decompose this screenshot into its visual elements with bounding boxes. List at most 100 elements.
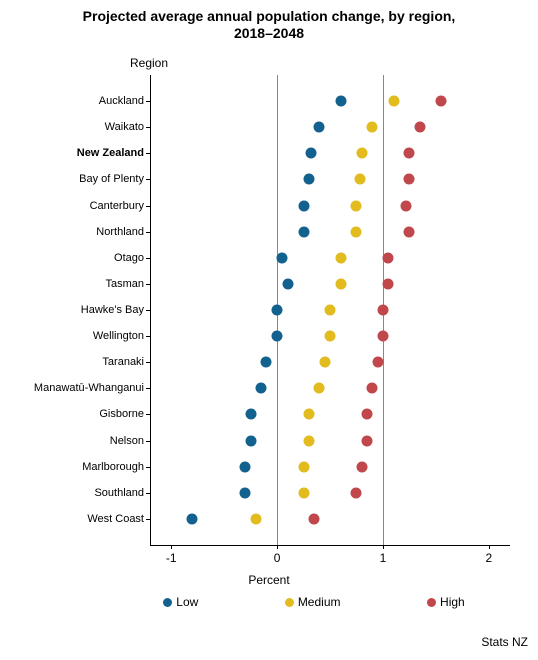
data-point [261,357,272,368]
category-label: West Coast [87,513,150,525]
y-tick-mark [146,336,150,337]
category-label: Taranaki [102,356,150,368]
x-axis-title: Percent [0,573,538,587]
data-point [362,435,373,446]
x-tick-label: -1 [166,551,177,565]
data-point [404,226,415,237]
data-point [240,487,251,498]
data-point [415,122,426,133]
data-point [305,148,316,159]
category-label: Wellington [93,330,150,342]
category-label: Waikato [105,121,150,133]
x-axis-line [150,545,510,546]
data-point [356,148,367,159]
y-tick-mark [146,493,150,494]
data-point [335,278,346,289]
data-point [277,252,288,263]
data-point [325,331,336,342]
legend-item: Medium [285,595,341,609]
y-tick-mark [146,414,150,415]
legend-label: Medium [298,595,341,609]
source-label: Stats NZ [481,635,528,649]
legend: Low Medium High [0,595,538,609]
data-point [351,226,362,237]
y-tick-mark [146,519,150,520]
data-point [367,122,378,133]
data-point [356,461,367,472]
x-tick-mark [277,545,278,549]
x-tick-label: 1 [380,551,387,565]
y-tick-mark [146,153,150,154]
data-point [298,226,309,237]
y-tick-mark [146,179,150,180]
data-point [383,278,394,289]
legend-item: High [427,595,465,609]
y-tick-mark [146,388,150,389]
data-point [272,305,283,316]
category-label: Otago [114,252,150,264]
data-point [404,148,415,159]
data-point [354,174,365,185]
data-point [377,331,388,342]
y-tick-mark [146,467,150,468]
y-tick-mark [146,310,150,311]
data-point [325,305,336,316]
data-point [303,435,314,446]
data-point [388,96,399,107]
data-point [401,200,412,211]
data-point [314,383,325,394]
data-point [298,461,309,472]
data-point [377,305,388,316]
y-tick-mark [146,441,150,442]
x-tick-mark [383,545,384,549]
x-tick-mark [489,545,490,549]
y-tick-mark [146,284,150,285]
category-label: New Zealand [77,147,150,159]
y-tick-mark [146,101,150,102]
data-point [298,200,309,211]
data-point [187,513,198,524]
category-label: Bay of Plenty [79,173,150,185]
data-point [319,357,330,368]
category-label: Canterbury [90,200,150,212]
category-label: Nelson [110,435,150,447]
y-tick-mark [146,127,150,128]
data-point [256,383,267,394]
category-label: Manawatū-Whanganui [34,382,150,394]
x-tick-label: 0 [274,551,281,565]
chart-container: Projected average annual population chan… [0,0,538,660]
y-tick-mark [146,206,150,207]
legend-swatch [427,598,436,607]
data-point [335,96,346,107]
chart-title: Projected average annual population chan… [0,8,538,42]
y-axis-line [150,75,151,545]
legend-swatch [163,598,172,607]
data-point [309,513,320,524]
category-label: Marlborough [82,461,150,473]
data-point [272,331,283,342]
data-point [367,383,378,394]
data-point [303,409,314,420]
data-point [383,252,394,263]
data-point [314,122,325,133]
data-point [298,487,309,498]
data-point [351,487,362,498]
legend-label: Low [176,595,198,609]
y-tick-mark [146,362,150,363]
category-label: Gisborne [99,408,150,420]
data-point [240,461,251,472]
legend-swatch [285,598,294,607]
y-tick-mark [146,232,150,233]
data-point [335,252,346,263]
data-point [404,174,415,185]
title-line-1: Projected average annual population chan… [83,8,456,24]
y-tick-mark [146,258,150,259]
category-label: Northland [96,226,150,238]
plot-area: -1012AucklandWaikatoNew ZealandBay of Pl… [150,75,510,545]
data-point [303,174,314,185]
category-label: Hawke's Bay [81,304,150,316]
data-point [245,435,256,446]
data-point [351,200,362,211]
data-point [436,96,447,107]
data-point [362,409,373,420]
